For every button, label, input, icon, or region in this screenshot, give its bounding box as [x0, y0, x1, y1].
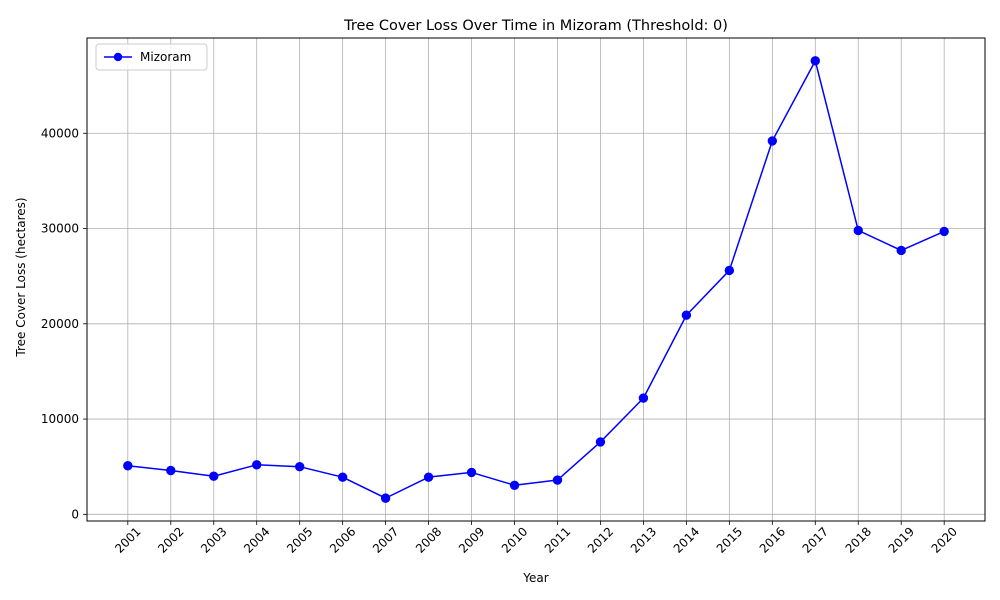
- series-layer: [123, 56, 949, 503]
- data-point: [724, 265, 735, 276]
- legend-marker: [113, 52, 123, 62]
- data-point: [466, 467, 477, 478]
- data-point: [423, 472, 434, 482]
- legend-box: [95, 43, 208, 71]
- data-point: [509, 480, 520, 490]
- legend-label: Mizoram: [140, 50, 191, 64]
- y-tick-label: 40000: [41, 126, 79, 140]
- data-point: [896, 245, 906, 256]
- y-tick-label: 10000: [41, 412, 79, 426]
- legend: Mizoram: [95, 43, 208, 71]
- data-point: [552, 475, 563, 485]
- y-tick-label: 20000: [41, 317, 79, 331]
- data-point: [853, 225, 863, 236]
- grid: [87, 38, 985, 521]
- plot-area: [86, 37, 986, 522]
- y-tick-label: 30000: [41, 222, 79, 236]
- data-point: [939, 226, 949, 237]
- chart-title: Tree Cover Loss Over Time in Mizoram (Th…: [343, 18, 728, 34]
- y-axis-label: Tree Cover Loss (hectares): [14, 197, 28, 357]
- data-point: [123, 461, 133, 471]
- data-point: [209, 471, 219, 481]
- data-point: [294, 461, 305, 472]
- data-point: [595, 437, 606, 447]
- x-axis-label: Year: [522, 571, 548, 585]
- data-point: [681, 310, 692, 320]
- data-point: [810, 56, 820, 66]
- data-point: [252, 460, 262, 470]
- y-tick-label: 0: [71, 507, 79, 521]
- series-line-mizoram: [127, 60, 945, 499]
- data-point: [638, 393, 649, 403]
- y-axis: 0 10000 20000 30000 40000: [41, 126, 87, 521]
- data-point: [166, 465, 176, 476]
- data-point: [767, 136, 778, 146]
- data-point: [380, 493, 391, 503]
- data-point: [337, 472, 348, 482]
